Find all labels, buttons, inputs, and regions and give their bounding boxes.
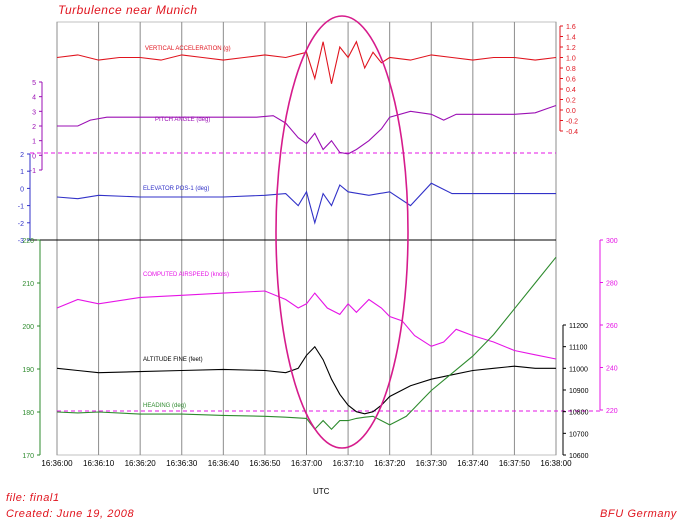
y-tick-label: 0.2 bbox=[566, 98, 576, 105]
series-label: PITCH ANGLE (deg) bbox=[155, 117, 210, 123]
y-tick-label: 0 bbox=[32, 153, 36, 160]
y-tick-label: 11000 bbox=[569, 366, 588, 373]
chart-title: Turbulence near Munich bbox=[58, 3, 198, 17]
y-tick-label: 200 bbox=[22, 324, 34, 331]
x-tick-label: 16:37:00 bbox=[291, 459, 323, 468]
y-tick-label: -3 bbox=[18, 238, 24, 245]
y-tick-label: 1.2 bbox=[566, 45, 576, 52]
x-tick-label: 16:37:40 bbox=[457, 459, 489, 468]
series-line bbox=[57, 104, 557, 155]
series-line bbox=[56, 40, 557, 84]
series-line bbox=[56, 345, 556, 415]
series-line bbox=[56, 290, 557, 360]
x-tick-label: 16:37:10 bbox=[333, 459, 365, 468]
y-tick-label: 180 bbox=[22, 410, 34, 417]
series-label: ALTITUDE FINE (feet) bbox=[143, 357, 203, 363]
x-tick-label: 16:38:00 bbox=[540, 459, 572, 468]
y-tick-label: 0.8 bbox=[566, 66, 576, 73]
y-tick-label: 280 bbox=[606, 281, 618, 288]
y-tick-label: 300 bbox=[606, 238, 618, 245]
y-tick-label: 210 bbox=[22, 281, 34, 288]
y-tick-label: 1.4 bbox=[566, 35, 576, 42]
y-tick-label: 220 bbox=[606, 408, 618, 415]
x-tick-label: 16:36:20 bbox=[125, 459, 157, 468]
y-tick-label: -2 bbox=[18, 221, 24, 228]
footer-file: file: final1 bbox=[6, 492, 60, 504]
y-tick-label: 220 bbox=[22, 238, 34, 245]
x-tick-label: 16:37:20 bbox=[374, 459, 406, 468]
y-tick-label: 10600 bbox=[569, 453, 589, 460]
series-label: HEADING (deg) bbox=[143, 403, 186, 409]
x-tick-label: 16:36:30 bbox=[166, 459, 198, 468]
y-tick-label: 0.6 bbox=[566, 77, 576, 84]
footer-org: BFU Germany bbox=[600, 508, 677, 520]
series-line bbox=[56, 256, 557, 431]
x-tick-label: 16:37:50 bbox=[499, 459, 531, 468]
series-line bbox=[56, 182, 556, 225]
x-tick-label: 16:36:50 bbox=[249, 459, 281, 468]
y-tick-label: 10700 bbox=[569, 431, 589, 438]
y-tick-label: 240 bbox=[606, 366, 618, 373]
y-tick-label: 4 bbox=[32, 95, 36, 102]
y-tick-label: 170 bbox=[22, 453, 34, 460]
y-tick-label: 1 bbox=[32, 139, 36, 146]
y-tick-label: 0 bbox=[20, 186, 24, 193]
y-tick-label: 1 bbox=[20, 169, 24, 176]
footer-created: Created: June 19, 2008 bbox=[6, 508, 135, 520]
y-tick-label: 11100 bbox=[569, 345, 588, 352]
series-label: VERTICAL ACCELERATION (g) bbox=[145, 46, 231, 52]
x-tick-label: 16:36:40 bbox=[208, 459, 240, 468]
x-tick-label: 16:36:00 bbox=[41, 459, 73, 468]
x-tick-label: 16:36:10 bbox=[83, 459, 115, 468]
y-tick-label: 260 bbox=[606, 323, 618, 330]
x-axis-label: UTC bbox=[313, 487, 330, 496]
y-tick-label: -0.4 bbox=[566, 129, 578, 136]
highlight-ellipse bbox=[275, 15, 409, 449]
y-tick-label: 1.6 bbox=[566, 24, 576, 31]
y-tick-label: 3 bbox=[32, 109, 36, 116]
series-label: COMPUTED AIRSPEED (knots) bbox=[143, 272, 229, 278]
x-tick-label: 16:37:30 bbox=[416, 459, 448, 468]
y-tick-label: 2 bbox=[20, 152, 24, 159]
series-label: ELEVATOR POS-1 (deg) bbox=[143, 186, 209, 192]
y-tick-label: 10900 bbox=[569, 388, 589, 395]
y-tick-label: 2 bbox=[32, 124, 36, 131]
y-tick-label: -1 bbox=[18, 204, 24, 211]
y-tick-label: -1 bbox=[30, 168, 36, 175]
y-tick-label: 0.0 bbox=[566, 108, 576, 115]
y-tick-label: 5 bbox=[32, 80, 36, 87]
y-tick-label: 11200 bbox=[569, 323, 588, 330]
y-tick-label: -0.2 bbox=[566, 119, 578, 126]
y-tick-label: 10800 bbox=[569, 410, 589, 417]
y-tick-label: 190 bbox=[22, 367, 34, 374]
y-tick-label: 1.0 bbox=[566, 56, 576, 63]
y-tick-label: 0.4 bbox=[566, 87, 576, 94]
